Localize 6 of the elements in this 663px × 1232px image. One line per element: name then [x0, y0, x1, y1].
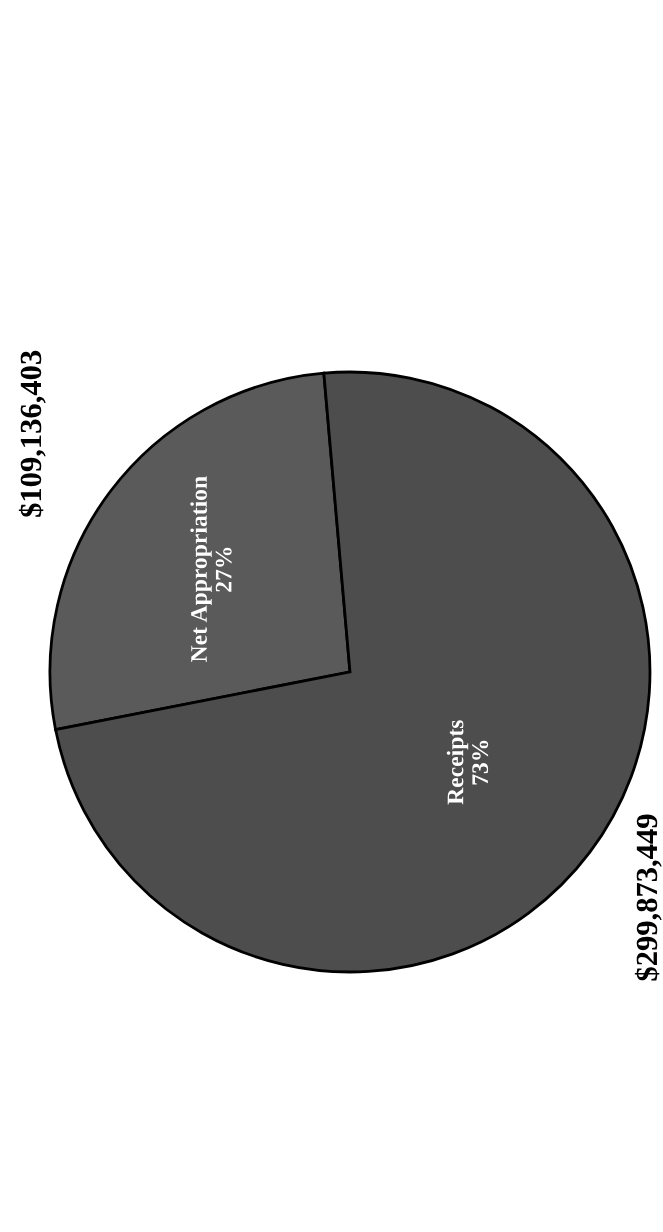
text: 27%: [215, 547, 232, 592]
data-label: $299,873,449: [634, 814, 662, 981]
slice-label: Receipts: [446, 720, 469, 805]
text: 73%: [472, 740, 489, 785]
slice-label: Net Appropriation: [190, 476, 212, 662]
data-label: $109,136,403: [18, 350, 46, 517]
